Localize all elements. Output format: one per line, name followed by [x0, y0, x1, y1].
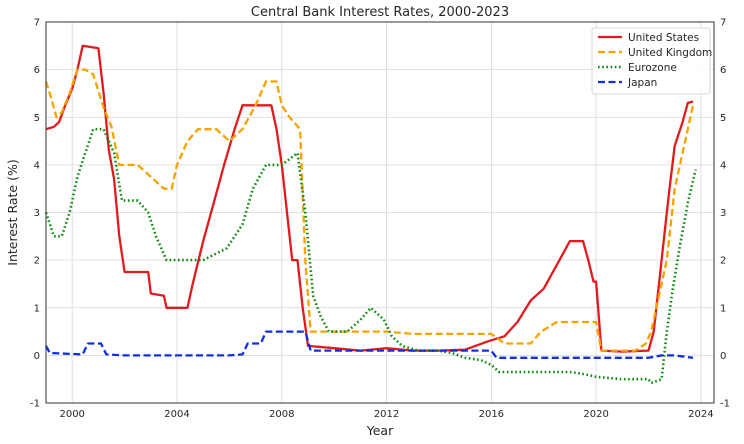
- x-tick-label: 2008: [269, 409, 294, 420]
- right-y-tick-label: 7: [720, 18, 726, 29]
- y-tick-label: 4: [34, 160, 40, 171]
- y-tick-label: 3: [34, 208, 40, 219]
- right-y-tick-label: 4: [720, 160, 726, 171]
- y-tick-label: 7: [34, 18, 40, 29]
- y-tick-label: 6: [34, 65, 40, 76]
- x-tick-label: 2024: [688, 409, 713, 420]
- right-y-tick-label: 6: [720, 65, 726, 76]
- y-tick-label: -1: [30, 399, 40, 410]
- chart-title: Central Bank Interest Rates, 2000-2023: [251, 5, 509, 20]
- y-axis-label: Interest Rate (%): [5, 159, 20, 265]
- y-tick-label: 1: [34, 303, 40, 314]
- x-axis-label: Year: [366, 423, 394, 438]
- plot-frame: [45, 21, 715, 404]
- y-tick-label: 5: [34, 113, 40, 124]
- y-tick-label: 0: [34, 351, 40, 362]
- right-y-tick-label: 5: [720, 113, 726, 124]
- right-y-tick-label: 0: [720, 351, 726, 362]
- legend-label: United Kingdom: [628, 47, 712, 59]
- legend-label: Japan: [627, 77, 657, 89]
- x-tick-labels: 2000 2004 2008 2012 2016 2020 2024: [59, 409, 713, 420]
- legend-label: Eurozone: [628, 62, 677, 74]
- right-y-tick-label: 3: [720, 208, 726, 219]
- series-line-0: [45, 44, 694, 353]
- right-y-tick-label: -1: [720, 399, 730, 410]
- legend-box: [591, 27, 711, 95]
- x-tick-label: 2016: [479, 409, 504, 420]
- x-tick-label: 2020: [583, 409, 608, 420]
- legend-label: United States: [628, 32, 699, 44]
- left-y-tick-labels: -1 0 1 2 3 4 5 6 7: [30, 18, 40, 410]
- x-tick-label: 2012: [374, 409, 399, 420]
- series-line-3: [44, 330, 694, 359]
- right-y-tick-label: 1: [720, 303, 726, 314]
- right-y-tick-label: 2: [720, 256, 726, 267]
- series-line-1: [44, 68, 695, 352]
- x-tick-label: 2004: [164, 409, 189, 420]
- series-lines: [44, 44, 697, 385]
- y-tick-label: 2: [34, 256, 40, 267]
- legend: United States United Kingdom Eurozone Japan: [591, 27, 712, 95]
- x-tick-label: 2000: [59, 409, 84, 420]
- right-y-tick-labels: -1 0 1 2 3 4 5 6 7: [720, 18, 730, 410]
